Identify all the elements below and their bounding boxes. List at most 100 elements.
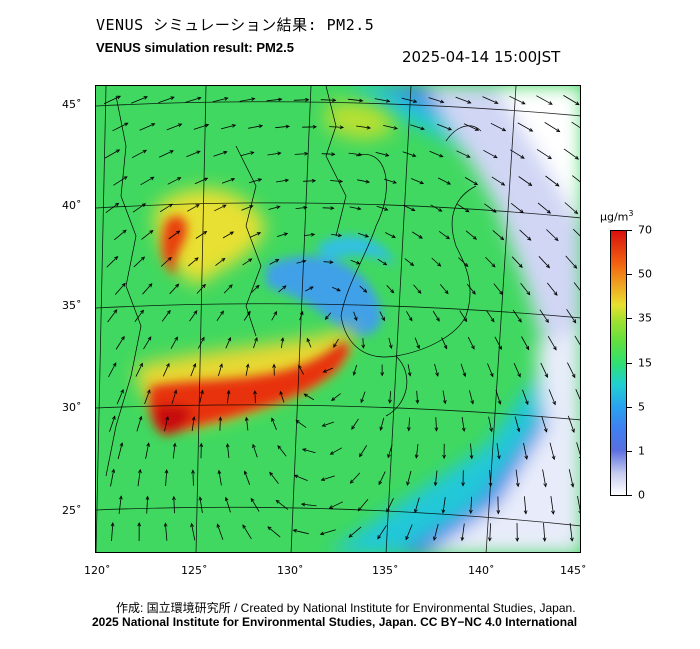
- wind-arrow-head: [494, 100, 499, 104]
- wind-arrow-head: [410, 262, 415, 266]
- wind-arrow-head: [406, 481, 410, 486]
- wind-arrow-head: [500, 181, 506, 186]
- wind-arrow: [276, 500, 289, 510]
- wind-arrow: [325, 312, 332, 320]
- lat-label-45: 45˚: [62, 98, 82, 111]
- wind-arrow: [161, 310, 171, 322]
- concentration-field: [96, 86, 580, 552]
- wind-arrow-head: [489, 427, 493, 433]
- wind-arrow-head: [147, 336, 152, 341]
- wind-arrow: [192, 470, 194, 486]
- wind-arrow-head: [216, 523, 221, 528]
- wind-arrow: [165, 523, 168, 541]
- wind-arrow-head: [444, 290, 449, 295]
- wind-arrow-head: [491, 263, 496, 268]
- wind-arrow-head: [229, 231, 235, 236]
- wind-arrow-head: [460, 536, 465, 542]
- wind-arrow: [301, 503, 317, 507]
- wind-arrow-head: [116, 95, 122, 100]
- wind-arrow-head: [464, 263, 469, 268]
- wind-arrow-head: [115, 149, 121, 154]
- wind-arrow: [133, 256, 145, 268]
- wind-arrow-head: [359, 98, 364, 103]
- wind-arrow: [225, 337, 231, 349]
- wind-arrow-head: [113, 309, 118, 314]
- wind-arrow-head: [474, 127, 480, 131]
- wind-arrow-head: [302, 259, 307, 264]
- wind-arrow-head: [250, 151, 255, 155]
- wind-arrow-head: [192, 363, 197, 368]
- wind-arrow: [435, 417, 437, 431]
- wind-arrow: [113, 176, 128, 186]
- wind-arrow: [510, 202, 524, 214]
- lon-label-145: 145˚: [560, 564, 587, 577]
- wind-arrow: [467, 336, 475, 350]
- wind-arrow-head: [554, 237, 559, 242]
- wind-arrow: [162, 363, 170, 377]
- lat-label-30: 30˚: [62, 401, 82, 414]
- wind-arrow: [356, 125, 371, 129]
- wind-arrow: [378, 471, 386, 485]
- wind-arrow: [376, 205, 388, 211]
- lat-label-35: 35˚: [62, 299, 82, 312]
- wind-arrow: [519, 229, 531, 241]
- wind-arrow-head: [311, 178, 317, 183]
- wind-arrow: [465, 230, 477, 240]
- wind-arrow-head: [517, 318, 522, 323]
- wind-arrow-head: [310, 232, 316, 237]
- colorbar-label-5: 5: [638, 400, 645, 414]
- wind-arrow: [546, 229, 559, 241]
- wind-arrow-head: [501, 127, 507, 132]
- wind-arrow-head: [276, 205, 281, 210]
- wind-arrow-head: [338, 179, 344, 184]
- wind-arrow: [542, 469, 547, 487]
- wind-arrow: [436, 123, 452, 131]
- wind-arrow-head: [330, 397, 336, 401]
- wind-arrow: [269, 472, 279, 484]
- wind-arrow: [186, 150, 201, 158]
- wind-arrow-head: [285, 124, 291, 129]
- wind-arrow-head: [419, 180, 425, 185]
- wind-arrow: [482, 96, 498, 104]
- wind-arrow-head: [543, 428, 548, 433]
- wind-arrow: [281, 337, 284, 349]
- wind-arrow-head: [200, 336, 205, 342]
- wind-arrow: [218, 470, 222, 486]
- wind-arrow-head: [174, 336, 178, 341]
- wind-arrow-head: [439, 153, 444, 158]
- wind-arrow: [213, 151, 227, 157]
- wind-arrow: [131, 149, 147, 159]
- wind-arrow-head: [332, 98, 337, 103]
- colorbar-label-0: 0: [638, 488, 645, 502]
- wind-arrow: [268, 206, 280, 210]
- wind-arrow: [460, 363, 466, 377]
- wind-arrow-head: [386, 508, 390, 513]
- wind-arrow-head: [573, 264, 578, 269]
- wind-arrow-head: [518, 263, 523, 268]
- wind-arrow: [577, 496, 580, 512]
- wind-arrow: [243, 311, 251, 321]
- wind-arrow: [167, 177, 181, 185]
- wind-arrow-head: [330, 206, 335, 210]
- wind-arrow: [241, 205, 253, 211]
- colorbar-label-1: 1: [638, 444, 645, 458]
- wind-arrow: [271, 418, 277, 430]
- wind-arrow-head: [357, 507, 362, 512]
- wind-arrow: [248, 178, 262, 184]
- wind-arrow-head: [363, 288, 368, 293]
- wind-arrow-head: [445, 235, 450, 240]
- wind-arrow: [433, 523, 439, 541]
- wind-arrow: [277, 445, 287, 457]
- wind-arrow: [225, 497, 231, 513]
- wind-arrow: [227, 443, 230, 459]
- wind-arrow-head: [224, 97, 229, 101]
- wind-arrow-head: [552, 346, 557, 351]
- wind-arrow: [518, 176, 532, 186]
- wind-arrow: [573, 282, 580, 291]
- wind-arrow: [109, 416, 116, 432]
- wind-arrow-head: [357, 206, 362, 211]
- wind-arrow: [107, 309, 118, 323]
- wind-arrow: [158, 96, 175, 104]
- wind-arrow-head: [328, 505, 333, 509]
- wind-arrow-head: [122, 229, 127, 234]
